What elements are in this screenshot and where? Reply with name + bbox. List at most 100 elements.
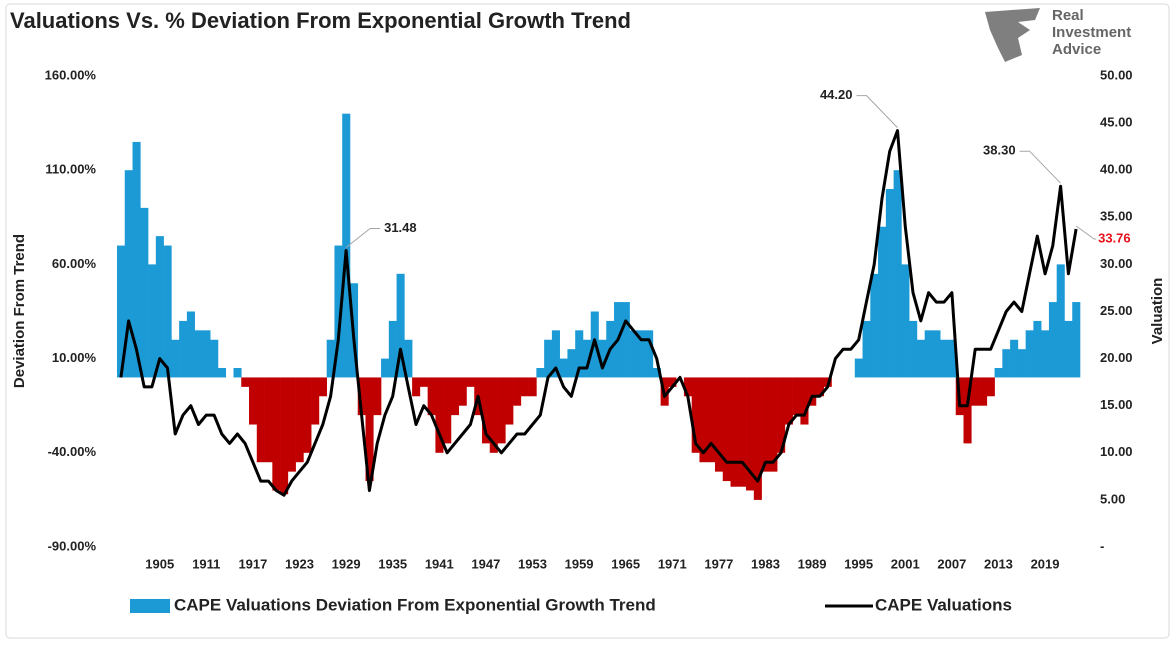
- y2-tick-label: 25.00: [1100, 303, 1133, 318]
- bar: [233, 368, 242, 378]
- bar: [971, 377, 980, 406]
- line: [119, 129, 1078, 497]
- bar: [458, 377, 467, 406]
- bar: [792, 377, 801, 416]
- bar: [435, 377, 444, 453]
- y2-tick-label: 15.00: [1100, 397, 1133, 412]
- bar: [482, 377, 491, 444]
- bar: [466, 377, 475, 387]
- logo-mark: [985, 8, 1040, 62]
- bar: [707, 377, 716, 463]
- bar: [582, 339, 592, 378]
- bar: [287, 377, 296, 472]
- logo-text: Investment: [1052, 24, 1131, 41]
- x-tick-label: 1989: [798, 556, 827, 571]
- bar: [334, 245, 343, 378]
- bar: [909, 320, 918, 378]
- bar: [295, 377, 304, 463]
- bar: [528, 377, 537, 397]
- bar: [901, 264, 910, 378]
- data-label: 31.48: [384, 220, 417, 235]
- bar: [878, 226, 887, 378]
- y-tick-label: 110.00%: [45, 162, 96, 177]
- data-label: 38.30: [983, 143, 1016, 158]
- bar: [280, 377, 289, 495]
- bar: [1064, 320, 1073, 378]
- bar: [645, 330, 654, 378]
- bar: [1056, 264, 1065, 378]
- bar: [365, 377, 374, 482]
- bar: [163, 245, 172, 378]
- x-tick-label: 1923: [285, 556, 314, 571]
- bar: [155, 236, 164, 378]
- bar: [815, 377, 825, 397]
- x-tick-label: 1971: [658, 556, 687, 571]
- bar: [870, 273, 879, 378]
- bar: [489, 377, 498, 453]
- y2-tick-label: 45.00: [1100, 115, 1133, 130]
- logo-text: Real: [1052, 7, 1084, 24]
- bar: [520, 377, 529, 397]
- y2-tick-label: 35.00: [1100, 209, 1133, 224]
- logo: Real Investment Advice: [985, 7, 1131, 62]
- bar: [551, 330, 560, 378]
- bar: [1025, 330, 1034, 378]
- bar: [559, 358, 568, 378]
- plot-area: -90.00% -40.00% 10.00% 60.00% 110.00% 160.00%…: [45, 67, 1133, 614]
- bar: [862, 320, 871, 378]
- bar: [311, 377, 320, 425]
- bar: [148, 264, 157, 378]
- bar: [854, 358, 863, 378]
- bar: [761, 377, 770, 472]
- bar: [940, 339, 949, 378]
- bar: [769, 377, 778, 472]
- x-tick-label: 1947: [471, 556, 500, 571]
- bar: [621, 302, 630, 378]
- bar: [691, 377, 700, 453]
- bar: [1017, 349, 1026, 378]
- data-label: 44.20: [820, 87, 853, 102]
- y2-tick-label: 5.00: [1100, 491, 1125, 506]
- bar: [427, 377, 436, 416]
- x-tick-label: 1983: [751, 556, 780, 571]
- bar: [885, 189, 894, 378]
- y2-tick-label: 10.00: [1100, 444, 1133, 459]
- leader-line: [1019, 150, 1061, 184]
- bar: [450, 377, 460, 416]
- bar: [784, 377, 793, 425]
- bar: [497, 377, 506, 444]
- y2-axis-title: Valuation: [1149, 278, 1166, 345]
- x-tick-label: 1911: [192, 556, 220, 571]
- bar: [357, 377, 366, 416]
- chart-title: Valuations Vs. % Deviation From Exponent…: [10, 8, 631, 33]
- bar: [575, 330, 584, 378]
- bar: [536, 368, 545, 378]
- bar: [722, 377, 731, 482]
- x-tick-label: 1995: [844, 556, 873, 571]
- bar: [800, 377, 809, 425]
- x-tick-label: 1935: [378, 556, 407, 571]
- bar: [505, 377, 514, 425]
- bar: [738, 377, 747, 487]
- chart-frame: [5, 3, 1170, 639]
- y-tick-label: 160.00%: [45, 67, 97, 82]
- bar: [396, 273, 405, 378]
- bar: [683, 377, 692, 397]
- legend-label: CAPE Valuations Deviation From Exponenti…: [174, 595, 656, 614]
- y-tick-label: 60.00%: [52, 256, 97, 271]
- x-tick-label: 1905: [145, 556, 174, 571]
- bar: [117, 245, 126, 378]
- bar: [893, 170, 902, 378]
- bar: [249, 377, 258, 425]
- bar: [241, 377, 250, 387]
- leader-line: [856, 95, 898, 128]
- bar: [179, 320, 188, 378]
- bar: [443, 377, 452, 444]
- x-tick-label: 2001: [891, 556, 920, 571]
- bar: [1072, 302, 1081, 378]
- bar: [373, 377, 382, 416]
- bar: [567, 349, 576, 378]
- legend-label: CAPE Valuations: [875, 595, 1012, 614]
- leader-line: [1075, 225, 1097, 240]
